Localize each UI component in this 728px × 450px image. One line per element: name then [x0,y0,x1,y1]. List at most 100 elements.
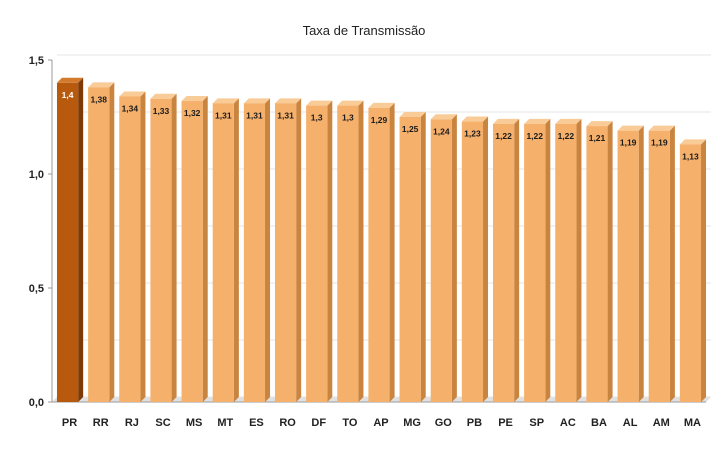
data-label: 1,31 [246,110,263,120]
data-label: 1,34 [122,103,139,113]
bar-front [243,103,266,402]
bar-top [430,114,457,120]
x-tick-label: SP [529,417,544,429]
bar-top [648,125,675,131]
bars [56,77,707,403]
bar-side [545,118,551,402]
bar-top [274,98,302,104]
bar-AC [555,118,582,402]
data-label: 1,3 [311,113,323,123]
data-label: 1,22 [495,131,512,141]
bar-side [420,112,426,402]
bar-side [171,93,177,402]
bar-front [461,121,484,402]
x-tick-label: GO [435,417,453,429]
bar-side [265,98,271,402]
bar-AL [617,125,644,403]
bar-RJ [119,91,146,402]
bar-side [202,96,208,402]
chart-title: Taxa de Transmissão [303,23,426,38]
bar-top [243,98,271,104]
bar-front [524,123,546,402]
data-label: 1,33 [153,106,170,116]
bar-top [492,118,520,124]
bar-top [399,112,426,117]
bar-top [679,139,707,145]
bar-side [638,125,644,403]
bar-RR [88,82,115,403]
bar-front [212,103,234,402]
x-tick-label: AP [373,417,388,429]
bar-MT [212,98,239,402]
data-label: 1,31 [277,110,294,120]
bar-side [701,139,707,403]
data-label: 1,32 [184,108,201,118]
x-tick-label: PB [467,417,482,429]
data-label: 1,3 [342,113,354,123]
bar-top [181,96,208,102]
bar-side [296,98,302,402]
x-tick-label: DF [311,417,326,429]
bar-top [461,116,489,122]
bar-SP [524,118,551,402]
x-tick-label: MA [684,417,701,429]
data-label: 1,25 [402,124,419,134]
bar-top [150,93,177,99]
bar-top [555,118,582,124]
bar-front [306,105,328,402]
data-label: 1,22 [558,131,575,141]
x-tick-label: RR [93,417,109,429]
bar-BA [586,121,613,403]
bar-PR [56,77,84,403]
bar-PE [492,118,520,402]
bar-side [451,114,457,402]
x-tick-label: RO [279,417,296,429]
data-label: 1,13 [682,151,699,161]
x-tick-label: MG [403,417,421,429]
bar-front [181,101,203,402]
x-tick-label: PR [62,417,77,429]
bar-side [140,91,146,402]
bar-side [109,82,115,403]
bar-DF [306,100,333,402]
bar-front [679,144,702,403]
bar-side [327,100,333,402]
bar-front [492,123,515,402]
bar-front [430,119,452,402]
y-tick-label: 1,0 [29,169,44,181]
bar-MG [399,112,426,402]
bar-top [56,77,84,83]
bar-top [337,100,364,106]
bar-front [337,105,359,402]
data-label: 1,19 [620,138,637,148]
bar-AP [368,102,395,402]
bar-top [617,125,644,131]
x-axis: PR RR RJ SC MS MT ES RO DF TO AP MG GO PB PE SP AC BA AL AM… [62,417,701,429]
bar-side [607,121,613,403]
data-label: 1,22 [526,131,543,141]
y-tick-label: 0,0 [29,397,44,409]
data-label: 1,29 [371,115,388,125]
data-label: 1,4 [62,90,74,100]
data-label: 1,31 [215,110,232,120]
bar-ES [243,98,271,402]
bar-PB [461,116,489,402]
bar-front [648,130,670,402]
bar-front [119,96,141,402]
bar-front [399,117,421,402]
bar-side [576,118,582,402]
bar-side [669,125,675,403]
data-label: 1,23 [464,129,481,139]
bar-front [368,107,390,402]
bar-front [150,98,172,402]
data-label: 1,24 [433,126,450,136]
x-tick-label: AC [560,417,576,429]
x-tick-label: BA [591,417,607,429]
data-label: 1,21 [589,133,606,143]
x-tick-label: AL [623,417,638,429]
x-tick-label: MS [186,417,203,429]
bar-side [514,118,520,402]
x-tick-label: PE [498,417,513,429]
bar-side [389,102,395,402]
bar-GO [430,114,457,402]
